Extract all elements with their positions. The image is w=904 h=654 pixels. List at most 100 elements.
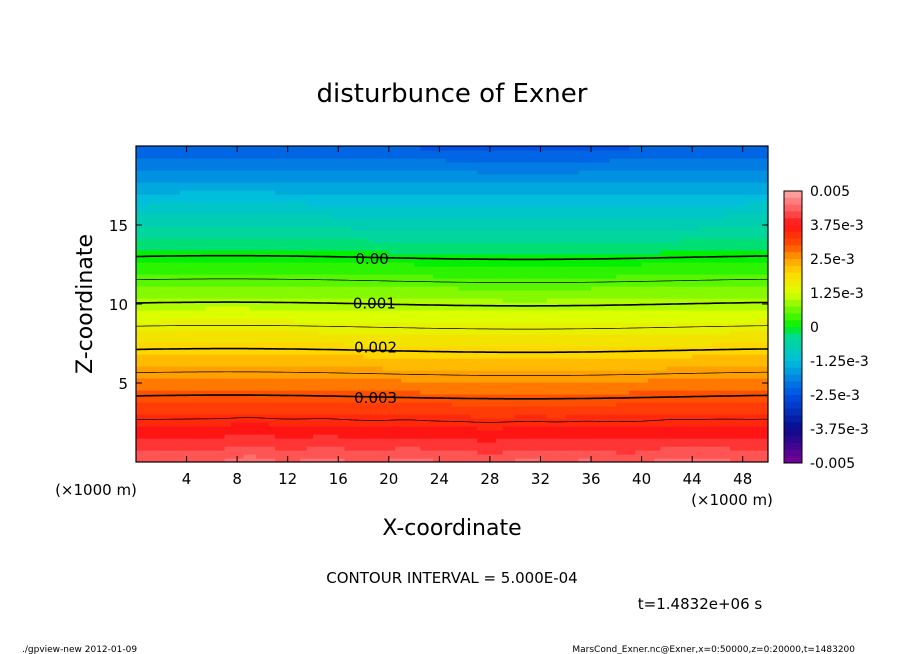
field-cell [312,386,320,391]
field-cell [452,354,459,359]
field-cell [237,362,245,367]
field-cell [527,310,535,315]
field-cell [363,310,371,315]
field-cell [363,442,371,447]
field-cell [584,278,592,283]
field-cell [711,454,719,459]
field-cell [622,350,630,355]
field-cell [199,330,207,335]
field-cell [502,310,510,315]
field-cell [325,454,333,459]
field-cell [148,278,156,283]
field-cell [344,358,352,363]
field-cell [515,386,523,391]
field-cell [382,366,390,371]
field-cell [369,362,377,367]
field-cell [161,386,169,391]
field-cell [717,426,725,431]
field-cell [641,430,649,435]
field-cell [673,366,681,371]
field-cell [489,310,497,315]
field-cell [584,326,592,331]
field-cell [527,374,535,379]
field-cell [312,334,320,339]
field-cell [730,274,737,279]
field-cell [622,446,630,451]
field-cell [211,418,219,423]
field-cell [553,410,561,415]
field-cell [439,322,447,327]
field-cell [723,386,731,391]
field-cell [452,406,459,411]
field-cell [698,454,706,459]
field-cell [761,438,768,443]
field-cell [142,418,150,423]
field-cell [218,358,226,363]
field-cell [420,442,428,447]
field-cell [142,450,150,455]
field-cell [515,298,523,303]
field-cell [742,422,750,427]
field-cell [654,290,662,295]
field-cell [142,378,150,383]
field-cell [312,454,320,459]
field-cell [578,458,586,462]
field-cell [515,314,523,319]
field-cell [256,310,263,315]
field-cell [673,362,681,367]
field-cell [325,358,333,363]
field-cell [281,290,289,295]
field-cell [723,262,731,267]
field-cell [502,318,510,323]
field-cell [136,398,143,403]
field-cell [458,454,466,459]
field-cell [445,398,453,403]
field-cell [723,310,731,315]
field-cell [489,374,497,379]
field-cell [578,322,586,327]
field-cell [761,422,768,427]
field-cell [344,334,352,339]
field-cell [319,262,327,267]
field-cell [692,282,700,287]
field-cell [433,454,440,459]
field-cell [698,286,706,291]
field-cell [622,394,630,399]
field-cell [363,322,371,327]
field-cell [433,410,440,415]
field-cell [496,338,504,343]
field-cell [331,378,339,383]
field-cell [534,318,542,323]
field-cell [527,370,535,375]
field-cell [489,294,497,299]
field-cell [433,306,440,311]
field-cell [300,406,308,411]
field-cell [439,270,447,275]
field-cell [521,438,529,443]
field-cell [527,414,535,419]
field-cell [205,398,213,403]
field-cell [275,426,282,431]
field-cell [401,386,409,391]
field-cell [666,374,674,379]
field-cell [154,330,162,335]
field-cell [660,298,668,303]
field-cell [186,390,194,395]
field-cell [325,402,333,407]
field-cell [546,398,554,403]
field-cell [635,438,643,443]
field-cell [369,446,377,451]
field-cell [294,338,301,343]
field-cell [717,338,725,343]
field-cell [192,426,200,431]
field-cell [281,318,289,323]
field-cell [704,298,712,303]
field-cell [515,354,523,359]
field-cell [685,350,693,355]
field-cell [369,378,377,383]
field-cell [616,458,624,462]
field-cell [414,322,421,327]
field-cell [654,390,662,395]
field-cell [546,406,554,411]
field-cell [230,330,238,335]
